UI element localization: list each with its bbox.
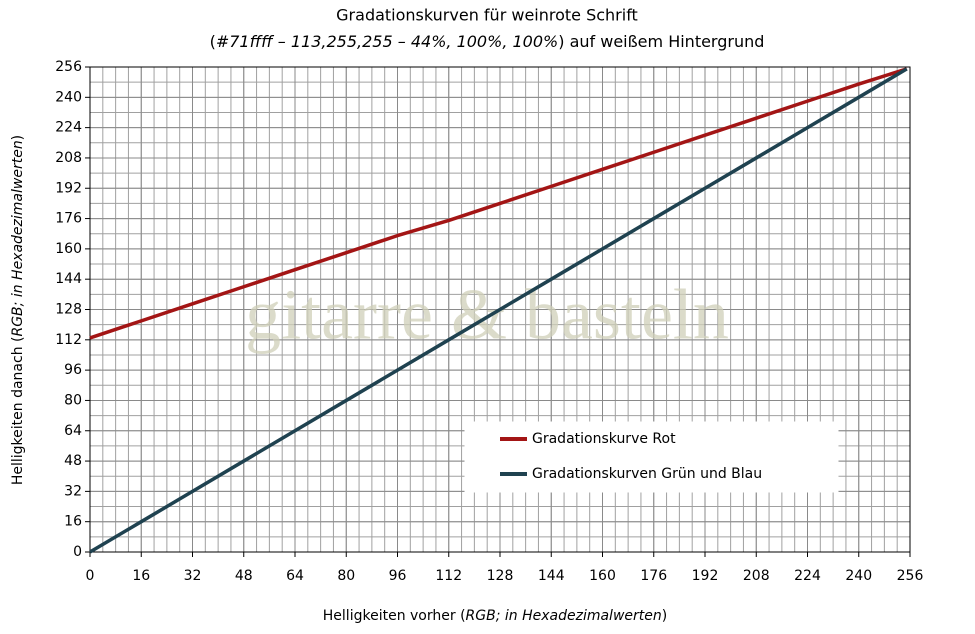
- y-tick-label: 240: [55, 89, 82, 105]
- x-tick-label: 96: [389, 568, 407, 584]
- chart-subtitle: (#71ffff – 113,255,255 – 44%, 100%, 100%…: [210, 32, 765, 51]
- y-tick-label: 80: [64, 392, 82, 408]
- x-tick-label: 176: [640, 568, 667, 584]
- x-tick-label: 160: [589, 568, 616, 584]
- y-tick-label: 176: [55, 211, 82, 227]
- y-tick-label: 224: [55, 120, 82, 136]
- x-tick-label: 144: [538, 568, 565, 584]
- y-label-part: ): [10, 135, 26, 140]
- x-tick-label: 112: [435, 568, 462, 584]
- subtitle-part: (: [210, 32, 216, 51]
- x-label-part: Helligkeiten vorher (: [323, 608, 466, 624]
- y-tick-label: 112: [55, 332, 82, 348]
- y-tick-label: 96: [64, 362, 82, 378]
- x-tick-label: 208: [743, 568, 770, 584]
- x-tick-label: 128: [487, 568, 514, 584]
- plot-frame: [89, 66, 911, 553]
- x-tick-label: 64: [286, 568, 304, 584]
- x-tick-label: 240: [845, 568, 872, 584]
- y-tick-label: 128: [55, 302, 82, 318]
- x-tick-label: 0: [86, 568, 95, 584]
- legend-label: Gradationskurven Grün und Blau: [532, 466, 762, 482]
- line-series: [89, 67, 908, 340]
- x-label-part: RGB; in Hexadezimalwerten: [466, 608, 662, 624]
- y-label-part: Helligkeiten danach (: [10, 337, 26, 486]
- x-tick-label: 192: [692, 568, 719, 584]
- y-tick-label: 32: [64, 483, 82, 499]
- x-tick-label: 256: [897, 568, 924, 584]
- x-tick-label: 224: [794, 568, 821, 584]
- y-tick-label: 0: [73, 544, 82, 560]
- x-tick-label: 32: [184, 568, 202, 584]
- x-tick-label: 80: [337, 568, 355, 584]
- y-tick-label: 192: [55, 180, 82, 196]
- subtitle-part: ) auf weißem Hintergrund: [558, 32, 764, 51]
- y-tick-label: 160: [55, 241, 82, 257]
- y-tick-label: 144: [55, 271, 82, 287]
- x-axis-label: Helligkeiten vorher (RGB; in Hexadezimal…: [323, 608, 667, 624]
- y-tick-label: 64: [64, 423, 82, 439]
- chart-title: Gradationskurven für weinrote Schrift: [336, 6, 638, 25]
- y-tick-label: 208: [55, 150, 82, 166]
- legend-box: [464, 421, 839, 493]
- legend-label: Gradationskurve Rot: [532, 431, 676, 447]
- x-tick-label: 48: [235, 568, 253, 584]
- y-tick-label: 256: [55, 59, 82, 75]
- line-series: [89, 67, 908, 554]
- y-tick-label: 48: [64, 453, 82, 469]
- y-tick-label: 16: [64, 514, 82, 530]
- y-label-part: RGB; in Hexadezimalwerten: [10, 140, 26, 336]
- x-label-part: ): [662, 608, 667, 624]
- y-axis-label: Helligkeiten danach (RGB; in Hexadezimal…: [10, 135, 26, 485]
- watermark: gitarre & basteln: [245, 275, 729, 355]
- x-tick-label: 16: [132, 568, 150, 584]
- subtitle-part: #71ffff – 113,255,255 – 44%, 100%, 100%: [216, 32, 558, 51]
